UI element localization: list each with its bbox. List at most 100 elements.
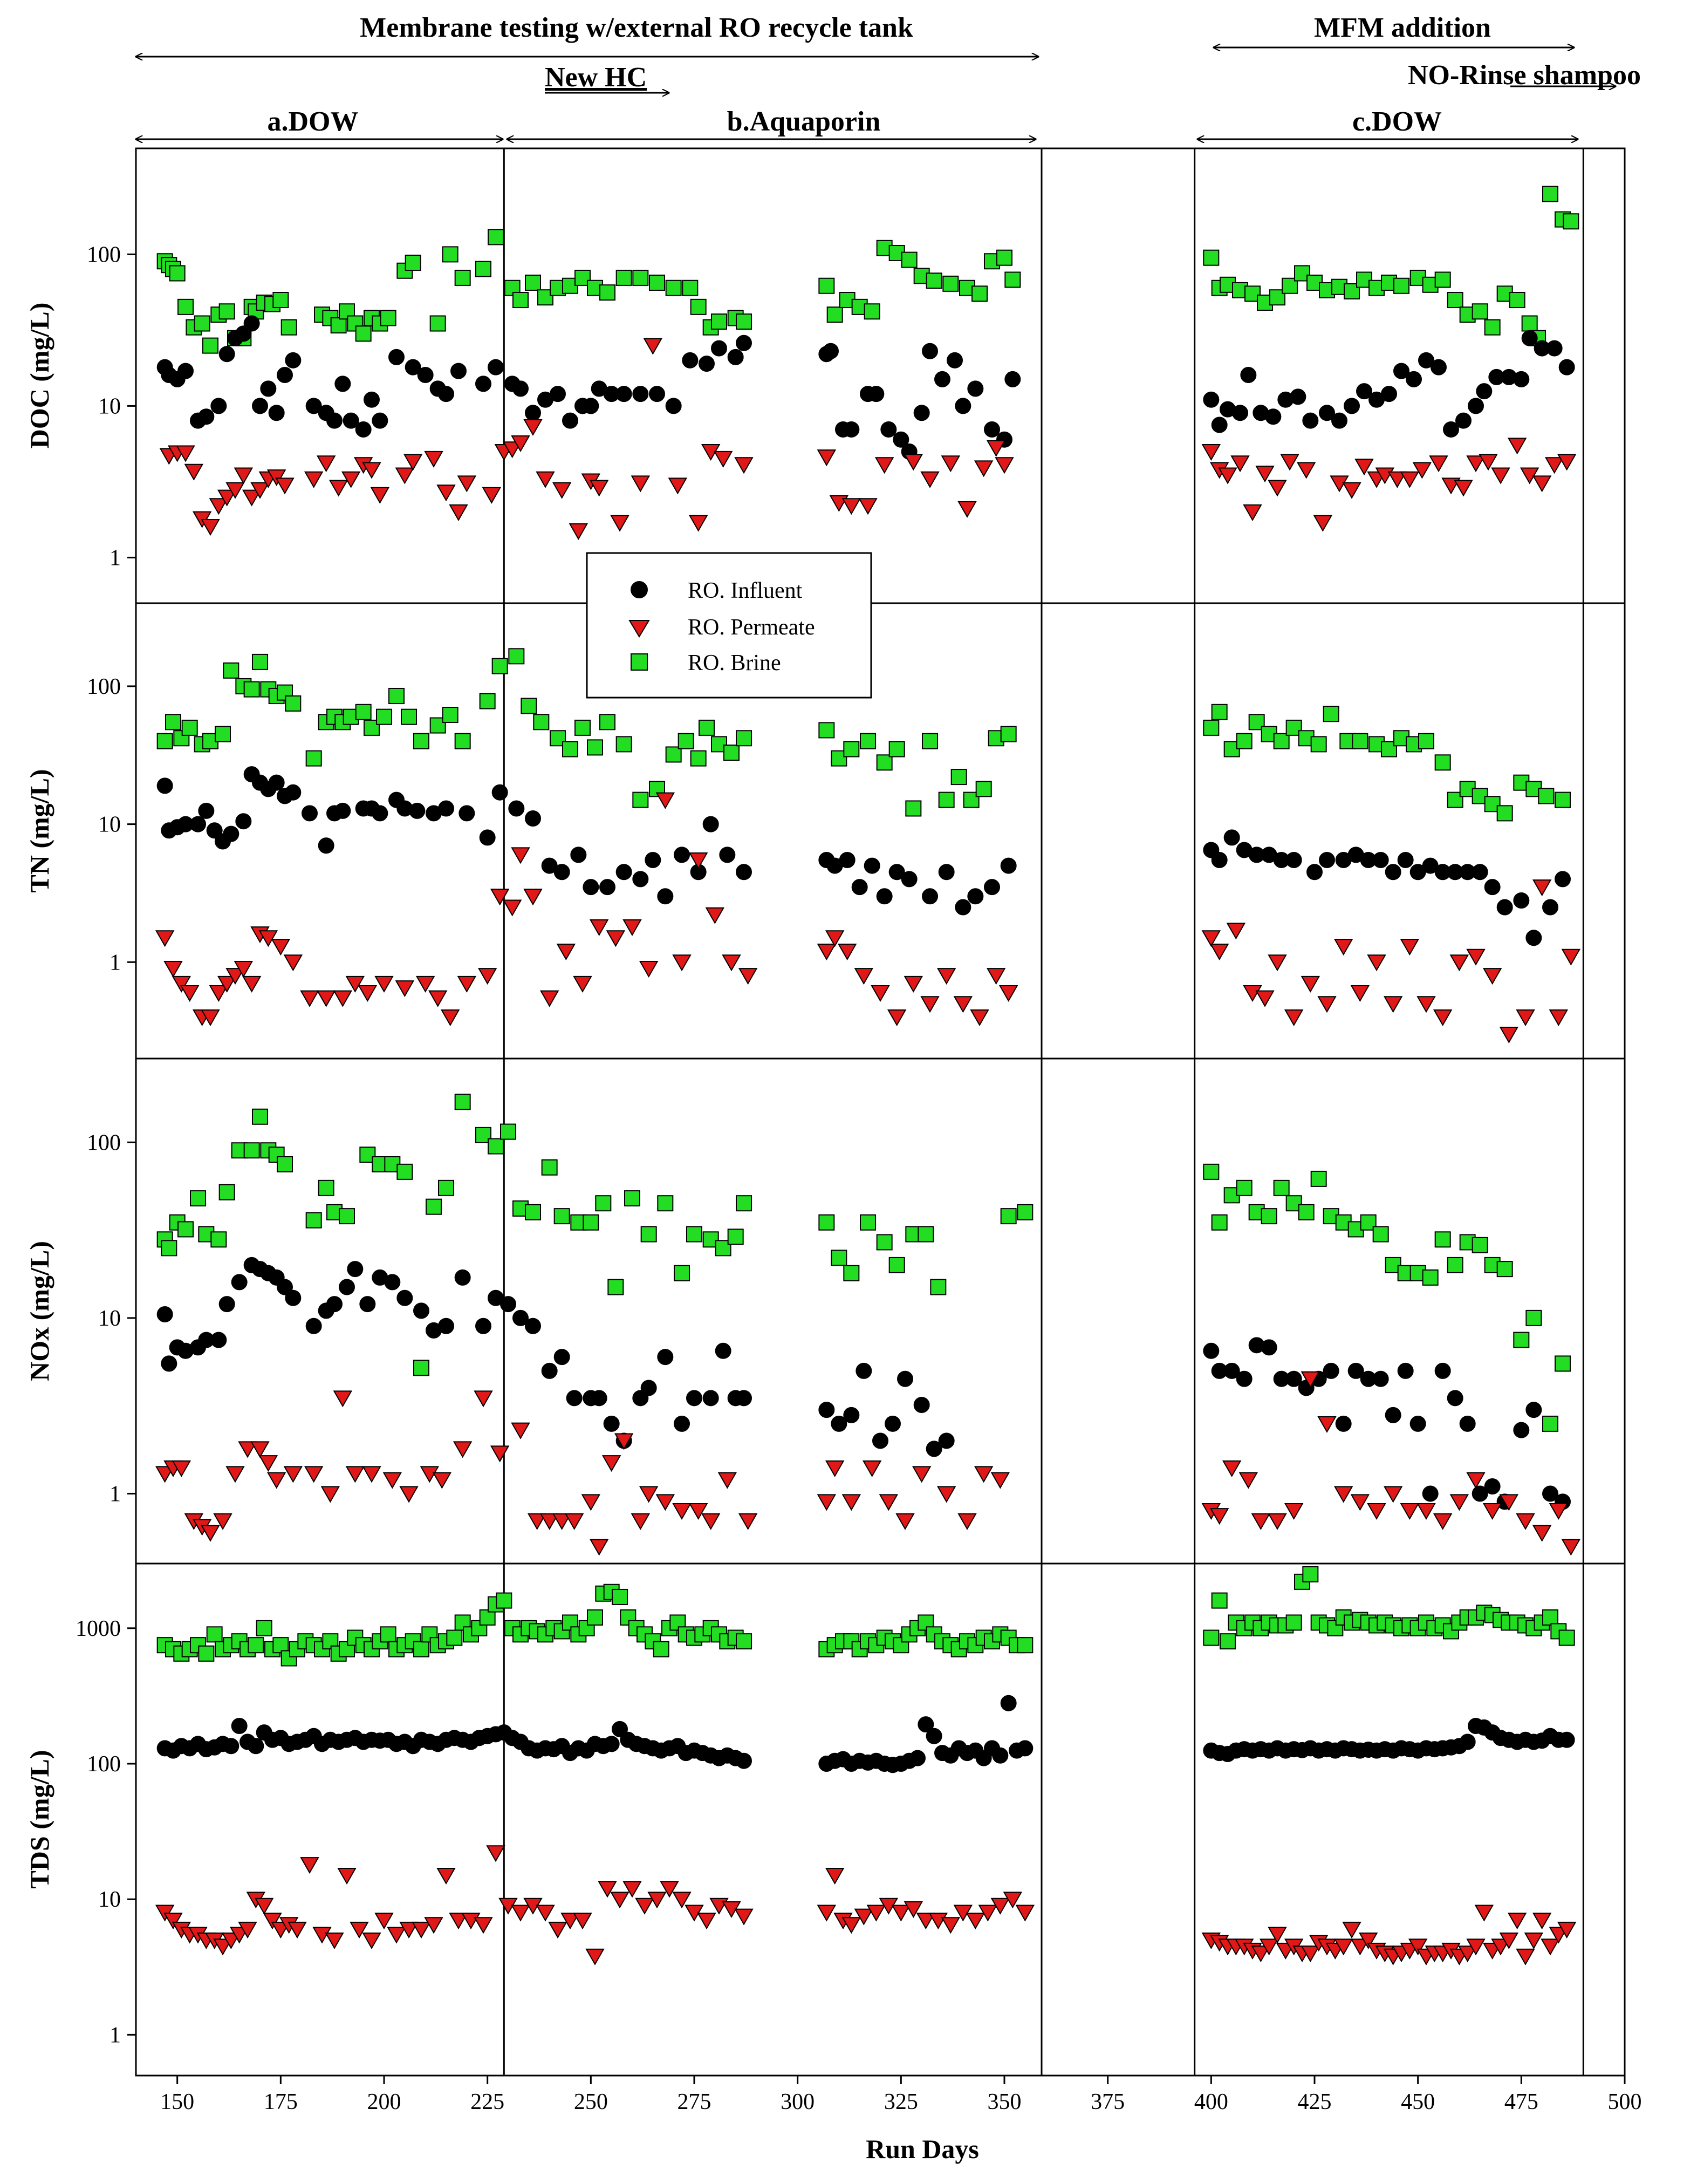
permeate-point: [221, 1932, 241, 1949]
brine-point: [1203, 249, 1220, 266]
permeate-point: [974, 1466, 994, 1483]
permeate-point: [614, 1433, 634, 1450]
x-tick-label: 500: [1608, 2090, 1642, 2114]
influent-point: [190, 816, 206, 832]
permeate-point: [1449, 1494, 1469, 1511]
brine-point: [305, 1212, 322, 1228]
brine-point: [413, 1641, 429, 1657]
permeate-point: [986, 440, 1006, 457]
permeate-point: [362, 1466, 381, 1483]
influent-point: [1476, 383, 1493, 400]
permeate-point: [474, 1917, 493, 1934]
influent-point: [640, 1380, 657, 1396]
permeate-point: [879, 1494, 899, 1511]
influent-point: [285, 784, 302, 801]
brine-point: [1525, 1309, 1542, 1326]
brine-point: [1472, 1237, 1488, 1253]
permeate-point: [316, 990, 336, 1007]
influent-point: [876, 888, 893, 905]
permeate-point: [1003, 1892, 1023, 1909]
permeate-point: [1333, 1939, 1353, 1956]
brine-point: [339, 1641, 355, 1657]
influent-point: [512, 380, 529, 397]
influent-point: [438, 1318, 454, 1334]
influent-point: [843, 1407, 860, 1423]
brine-point: [736, 730, 752, 747]
brine-point: [1211, 1592, 1228, 1609]
annotation-new-hc: New HC: [545, 62, 647, 93]
influent-point: [947, 352, 963, 368]
permeate-point: [1400, 939, 1420, 956]
influent-point: [413, 1302, 429, 1319]
permeate-point: [325, 1932, 344, 1949]
influent-point: [334, 376, 351, 392]
brine-point: [1273, 733, 1290, 749]
influent-point: [603, 1415, 620, 1432]
permeate-point: [258, 930, 278, 947]
influent-point: [1372, 851, 1389, 868]
influent-point: [632, 871, 649, 888]
brine-point: [454, 269, 471, 286]
brine-point: [587, 739, 603, 756]
influent-point: [223, 1738, 239, 1755]
brine-point: [488, 229, 504, 245]
brine-point: [429, 717, 446, 734]
permeate-point: [610, 515, 629, 532]
brine-point: [496, 1592, 512, 1609]
brine-point: [888, 1257, 905, 1273]
brine-point: [1302, 1566, 1319, 1582]
permeate-point: [209, 498, 229, 515]
influent-point: [1496, 899, 1513, 916]
x-tick-label: 325: [884, 2090, 918, 2114]
influent-point: [1434, 1362, 1451, 1379]
permeate-point: [511, 1422, 530, 1439]
brine-point: [252, 1108, 268, 1125]
permeate-point: [738, 968, 758, 985]
brine-point: [1372, 1226, 1389, 1243]
brine-point: [413, 733, 429, 749]
permeate-point: [1209, 944, 1229, 961]
brine-point: [396, 1163, 413, 1180]
influent-point: [206, 822, 223, 839]
brine-point: [1294, 265, 1310, 282]
permeate-point: [734, 457, 754, 474]
influent-point: [893, 431, 909, 448]
permeate-point: [1243, 504, 1262, 521]
permeate-point: [1313, 515, 1333, 532]
influent-point: [1240, 367, 1257, 384]
permeate-point: [1301, 1946, 1320, 1963]
brine-point: [624, 1190, 640, 1207]
influent-point: [488, 359, 504, 376]
permeate-point: [511, 1905, 530, 1922]
y-tick-label: 10: [98, 394, 121, 419]
permeate-point: [1350, 985, 1370, 1002]
influent-point: [1290, 388, 1306, 405]
brine-point: [1269, 289, 1285, 306]
influent-point: [277, 1279, 293, 1295]
influent-point: [897, 1370, 913, 1387]
permeate-point: [589, 919, 609, 937]
influent-point: [1431, 359, 1447, 376]
influent-point: [268, 774, 285, 791]
influent-point: [339, 1279, 355, 1295]
brine-point: [215, 726, 231, 742]
permeate-point: [639, 960, 659, 978]
influent-point: [615, 386, 632, 402]
brine-point: [1472, 303, 1488, 320]
y-tick-label: 100: [87, 1130, 121, 1155]
permeate-point: [1479, 454, 1498, 471]
influent-point: [508, 800, 525, 817]
brine-point: [736, 1633, 752, 1650]
permeate-point: [382, 1472, 402, 1489]
influent-point: [1472, 1485, 1488, 1502]
influent-point: [1472, 864, 1488, 881]
brine-point: [429, 315, 446, 332]
permeate-point: [436, 484, 456, 502]
brine-point: [438, 1179, 454, 1196]
influent-point: [583, 398, 599, 414]
permeate-point: [172, 975, 191, 993]
permeate-point: [1268, 1927, 1287, 1944]
influent-point: [926, 1441, 942, 1457]
permeate-point: [300, 990, 319, 1007]
influent-point: [388, 349, 405, 365]
